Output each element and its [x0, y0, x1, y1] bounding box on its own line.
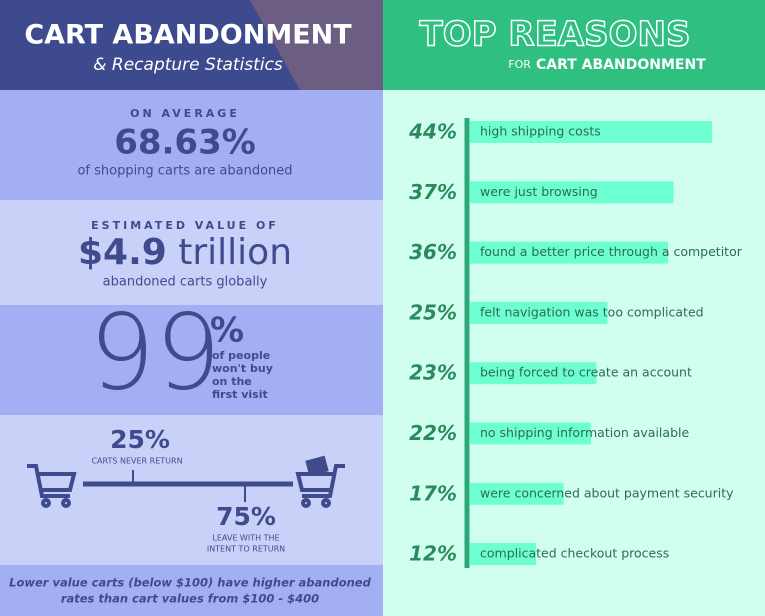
stat-figure: 68.63% — [114, 123, 256, 163]
footnote-line: rates than cart values from $100 - $400 — [61, 592, 319, 606]
category-label: high shipping costs — [480, 124, 601, 139]
value-label: 44% — [408, 120, 457, 144]
footnote-line: Lower value carts (below $100) have high… — [9, 576, 371, 590]
split-figure: 25% — [110, 425, 170, 454]
bar — [470, 241, 668, 264]
value-label: 37% — [409, 180, 457, 204]
bar — [470, 301, 608, 324]
chart-subtitle-lead: FOR — [508, 58, 531, 71]
category-label: no shipping information available — [480, 425, 689, 440]
stat-figure-unit: trillion — [178, 232, 292, 273]
panel — [0, 305, 383, 415]
stat-caption: of shopping carts are abandoned — [77, 164, 292, 179]
chart-subtitle: FOR CART ABANDONMENT — [508, 55, 706, 74]
stat-figure: $4.9 trillion — [78, 232, 292, 273]
stat-caption-line: on the — [212, 375, 252, 388]
cart-icon — [27, 464, 77, 508]
split-caption-line: INTENT TO RETURN — [207, 545, 285, 554]
stat-caption-line: of people — [212, 349, 270, 362]
stat-lead: ESTIMATED VALUE OF — [91, 219, 279, 232]
stat-caption-line: first visit — [212, 388, 268, 401]
bar — [470, 482, 564, 505]
category-label: felt navigation was too complicated — [480, 304, 704, 319]
category-label: complicated checkout process — [480, 546, 669, 561]
header-subtitle: & Recapture Statistics — [93, 55, 283, 75]
stat-figure-number: $4.9 — [78, 232, 167, 273]
category-label: found a better price through a competito… — [480, 244, 743, 259]
header-decor — [250, 0, 383, 90]
panel — [0, 200, 383, 305]
bar — [470, 422, 591, 445]
value-label: 22% — [409, 421, 457, 445]
category-label: being forced to create an account — [480, 365, 692, 380]
value-label: 17% — [409, 481, 457, 505]
split-caption-line: LEAVE WITH THE — [212, 534, 279, 543]
stat-big-unit: % — [210, 311, 244, 351]
bar — [470, 362, 597, 385]
value-label: 23% — [409, 361, 457, 385]
value-label: 25% — [409, 300, 457, 324]
value-label: 12% — [409, 542, 457, 566]
stat-caption: abandoned carts globally — [103, 275, 268, 290]
split-caption: CARTS NEVER RETURN — [91, 457, 182, 466]
panel — [0, 90, 383, 200]
chart-title: TOP REASONS — [420, 15, 691, 55]
category-label: were concerned about payment security — [480, 485, 734, 500]
stat-caption-line: won't buy — [212, 362, 273, 375]
value-label: 36% — [409, 240, 457, 264]
right-bg — [383, 90, 765, 616]
category-label: were just browsing — [480, 184, 598, 199]
bar — [470, 121, 712, 143]
chart-subtitle-main: CART ABANDONMENT — [536, 57, 706, 73]
stat-lead: ON AVERAGE — [130, 107, 240, 120]
bar — [470, 543, 536, 566]
panel — [0, 565, 383, 616]
split-figure: 75% — [216, 502, 276, 531]
bar — [470, 181, 674, 204]
header-title: CART ABANDONMENT — [24, 20, 352, 51]
stat-big-figure: 99 — [89, 291, 221, 413]
right-header-bg — [383, 0, 765, 90]
cart-icon — [295, 455, 345, 508]
